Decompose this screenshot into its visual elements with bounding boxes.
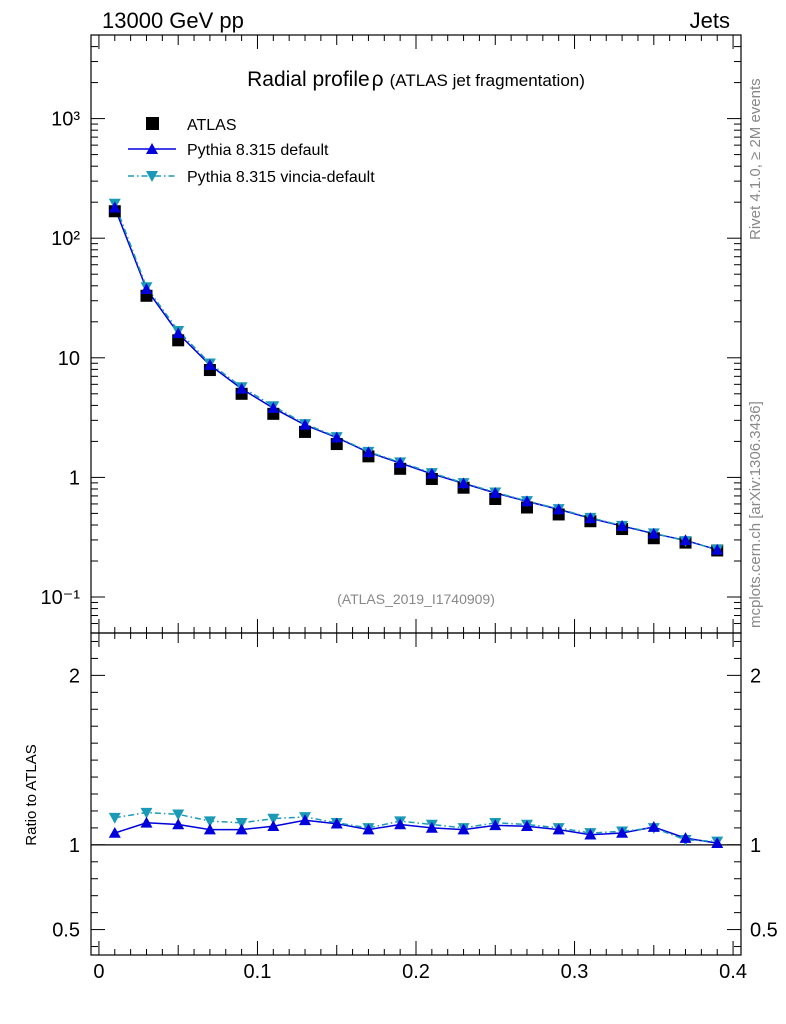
point-pythia-default xyxy=(489,487,502,498)
point-pythia-default xyxy=(330,431,343,443)
ratio-point-pythia-default xyxy=(267,820,280,831)
source-label: mcplots.cern.ch [arXiv:1306.3436] xyxy=(747,401,764,628)
point-pythia-default xyxy=(616,520,629,531)
ratio-point-pythia-default xyxy=(425,821,438,833)
ratio-ytick-label-right: 2 xyxy=(750,665,761,687)
ratio-point-pythia-default xyxy=(647,821,660,832)
main-axis-ticks: 10⁻¹ 1 10 10² 10³ xyxy=(41,34,741,634)
title-symbol: ρ xyxy=(372,68,384,91)
ratio-point-pythia-default xyxy=(584,828,597,840)
title-main: Radial profile xyxy=(247,68,370,91)
main-ytick-label: 10 xyxy=(58,348,80,370)
line-vincia-default xyxy=(114,203,718,551)
xtick-label: 0.2 xyxy=(402,961,430,983)
ratio-ytick-label-left: 1 xyxy=(69,835,80,857)
xtick-label: 0.4 xyxy=(719,961,747,983)
ratio-point-pythia-default xyxy=(457,823,470,835)
point-pythia-default xyxy=(520,495,533,507)
legend: ATLAS Pythia 8.315 default Pythia 8.315 … xyxy=(128,117,375,186)
ratio-plot-frame xyxy=(90,632,742,956)
point-pythia-default xyxy=(267,402,280,413)
point-pythia-default xyxy=(362,446,375,458)
ratio-point-pythia-default xyxy=(140,816,153,828)
main-ytick-label: 10² xyxy=(51,228,80,250)
point-pythia-default xyxy=(172,327,185,339)
ratio-point-vincia-default xyxy=(108,812,121,824)
ratio-axis-ticks: 0.5 0.5 1 1 2 2 0 0.1 0.2 0.3 0.4 xyxy=(52,633,778,983)
ratio-point-vincia-default xyxy=(203,816,216,828)
process-label: Jets xyxy=(690,8,730,33)
ratio-point-pythia-default xyxy=(711,837,724,848)
point-pythia-default xyxy=(394,456,407,468)
point-pythia-default xyxy=(679,534,692,546)
ratio-ytick-label-right: 0.5 xyxy=(750,920,778,942)
xtick-label: 0.3 xyxy=(561,961,589,983)
xtick-label: 0 xyxy=(93,961,104,983)
main-ytick-label: 10⁻¹ xyxy=(41,587,81,609)
title-suffix: (ATLAS jet fragmentation) xyxy=(390,71,585,90)
point-pythia-default xyxy=(108,201,121,213)
ratio-series-group xyxy=(108,807,724,848)
ratio-point-vincia-default xyxy=(172,809,185,821)
ratio-ytick-label-right: 1 xyxy=(750,835,761,857)
main-series-group xyxy=(108,198,724,557)
ratio-point-vincia-default xyxy=(140,807,153,819)
point-pythia-default xyxy=(299,418,312,430)
point-pythia-default xyxy=(425,467,438,479)
ratio-point-pythia-default xyxy=(489,819,502,831)
ratio-ytick-label-left: 0.5 xyxy=(52,920,80,942)
ratio-point-pythia-default xyxy=(520,820,533,831)
ratio-point-vincia-default xyxy=(235,818,248,829)
point-pythia-default xyxy=(647,527,660,539)
analysis-id-watermark: (ATLAS_2019_I1740909) xyxy=(337,591,495,607)
line-pythia-default xyxy=(114,207,718,551)
main-ytick-label: 10³ xyxy=(51,109,80,131)
ratio-point-pythia-default xyxy=(172,818,185,830)
main-ytick-label: 1 xyxy=(69,467,80,489)
point-pythia-default xyxy=(552,503,565,515)
xtick-label: 0.1 xyxy=(244,961,272,983)
legend-marker-vincia-default xyxy=(146,171,158,182)
rivet-version-label: Rivet 4.1.0, ≥ 2M events xyxy=(747,78,764,240)
ratio-point-pythia-default xyxy=(330,817,343,829)
point-pythia-default xyxy=(584,512,597,524)
point-pythia-default xyxy=(203,359,216,370)
ratio-point-pythia-default xyxy=(552,823,565,835)
ratio-ylabel: Ratio to ATLAS xyxy=(23,744,40,845)
ratio-point-vincia-default xyxy=(267,813,280,825)
ratio-ytick-label-left: 2 xyxy=(69,665,80,687)
ratio-point-pythia-default xyxy=(108,826,121,838)
ratio-point-pythia-default xyxy=(394,818,407,830)
legend-marker-atlas xyxy=(146,117,159,130)
legend-label-atlas: ATLAS xyxy=(187,117,237,134)
ratio-line-pythia-default xyxy=(114,819,718,844)
ratio-point-pythia-default xyxy=(235,823,248,835)
point-pythia-default xyxy=(235,382,248,394)
energy-label: 13000 GeV pp xyxy=(102,8,244,33)
legend-label-vincia-default: Pythia 8.315 vincia-default xyxy=(187,169,375,186)
ratio-point-pythia-default xyxy=(203,823,216,835)
point-pythia-default xyxy=(457,477,470,489)
plot-title: Radial profileρ (ATLAS jet fragmentation) xyxy=(247,68,585,91)
legend-label-pythia-default: Pythia 8.315 default xyxy=(187,142,329,159)
ratio-point-pythia-default xyxy=(299,814,312,826)
point-pythia-default xyxy=(140,283,153,294)
ratio-point-pythia-default xyxy=(362,823,375,835)
point-pythia-default xyxy=(711,543,724,555)
legend-marker-pythia-default xyxy=(146,143,158,154)
ratio-point-pythia-default xyxy=(679,832,692,843)
ratio-point-pythia-default xyxy=(616,826,629,838)
